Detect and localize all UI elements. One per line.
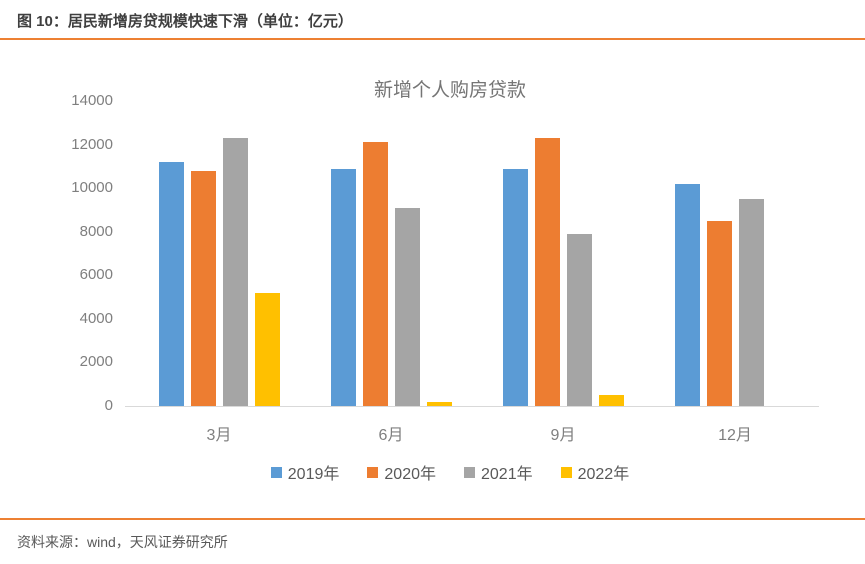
legend-item-2020年: 2020年 [367, 460, 436, 484]
bar-2021年-3月 [223, 138, 248, 406]
bar-2020年-12月 [707, 221, 732, 406]
legend-swatch-icon [560, 466, 572, 478]
legend-item-2021年: 2021年 [464, 460, 533, 484]
top-divider-line [0, 38, 865, 40]
y-axis-tick-label: 0 [104, 397, 113, 414]
bar-2019年-3月 [159, 162, 184, 406]
legend-swatch-icon [464, 466, 475, 478]
bottom-divider-line [0, 518, 865, 520]
legend-swatch-icon [270, 466, 282, 478]
bar-2020年-9月 [535, 138, 560, 406]
bar-2019年-6月 [331, 169, 356, 406]
bar-2021年-9月 [567, 234, 592, 406]
legend-label: 2021年 [481, 466, 533, 483]
chart-legend: 2019年 2020年 2021年 2022年 [105, 461, 795, 483]
bar-2022年-6月 [427, 402, 452, 406]
y-axis-tick-label: 2000 [79, 353, 113, 371]
bar-2020年-6月 [363, 142, 388, 406]
legend-label: 2022年 [577, 466, 630, 483]
y-axis-tick-label: 8000 [79, 222, 113, 240]
y-axis-tick-label: 4000 [79, 309, 113, 327]
bar-2022年-9月 [599, 395, 624, 406]
bar-2021年-6月 [395, 208, 420, 406]
bar-2020年-3月 [191, 171, 216, 406]
x-axis-line [125, 406, 819, 407]
legend-item-2022年: 2022年 [560, 460, 630, 484]
chart-title: 新增个人购房贷款 [373, 80, 526, 101]
x-axis-tick-label: 3月 [206, 427, 232, 444]
source-note: 资料来源：wind，天风证券研究所 [17, 534, 228, 550]
legend-swatch-icon [367, 466, 379, 478]
legend-label: 2020年 [384, 466, 436, 483]
y-axis-tick-label: 14000 [71, 92, 113, 109]
bar-2021年-12月 [739, 199, 764, 406]
x-axis-tick-label: 6月 [378, 427, 404, 444]
y-axis-tick-label: 6000 [79, 266, 113, 284]
bar-2022年-3月 [255, 293, 280, 406]
x-axis-tick-label: 12月 [718, 427, 752, 444]
x-axis-tick-label: 9月 [550, 427, 576, 444]
bar-2019年-12月 [675, 184, 700, 406]
legend-label: 2019年 [287, 466, 340, 483]
y-axis-tick-label: 12000 [71, 135, 113, 153]
legend-item-2019年: 2019年 [270, 460, 340, 484]
bar-2019年-9月 [503, 169, 528, 406]
figure-caption: 图 10：居民新增房贷规模快速下滑（单位：亿元） [17, 13, 353, 30]
y-axis-tick-label: 10000 [71, 179, 113, 197]
